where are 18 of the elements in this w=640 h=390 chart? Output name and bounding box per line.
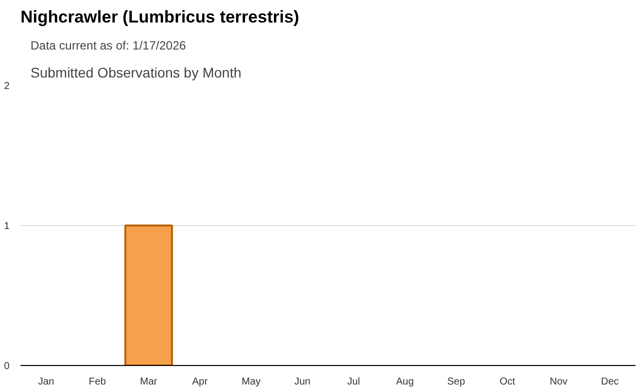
x-tick-label: Sep — [447, 376, 466, 388]
y-tick-label: 0 — [4, 361, 10, 372]
x-tick-label: Apr — [192, 376, 208, 388]
x-tick-label: Nov — [550, 376, 568, 388]
y-tick-label: 2 — [4, 81, 10, 92]
x-tick-label: Jun — [294, 376, 310, 388]
x-tick-label: Aug — [396, 376, 414, 388]
y-tick-label: 1 — [4, 221, 10, 232]
chart-subtitle: Data current as of: 1/17/2026 — [30, 38, 186, 52]
text: Submitted Observations by Month — [30, 64, 242, 80]
chart-title: Nighcrawler (Lumbricus terrestris) — [20, 8, 300, 26]
x-tick-label: Jan — [38, 376, 54, 388]
x-tick-label: Jul — [347, 376, 360, 388]
x-tick-label: Oct — [500, 376, 516, 388]
x-tick-label: Dec — [600, 376, 619, 388]
x-tick-label: May — [242, 376, 261, 388]
x-tick-label: Mar — [140, 376, 158, 388]
x-tick-label: Feb — [88, 376, 106, 388]
